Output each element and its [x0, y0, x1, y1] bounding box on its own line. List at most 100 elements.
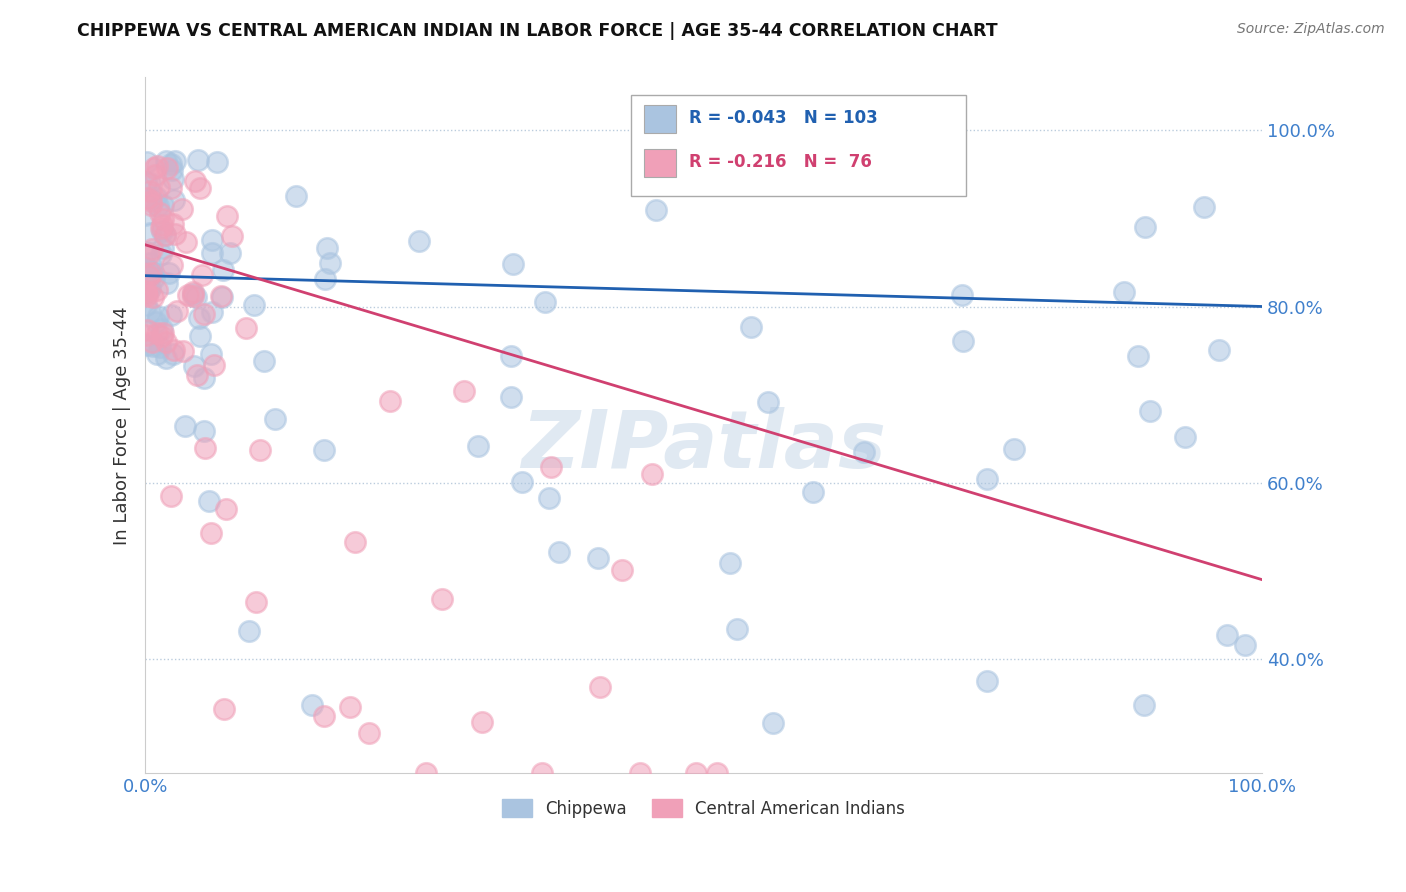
- Point: [172, 344, 194, 359]
- Legend: Chippewa, Central American Indians: Chippewa, Central American Indians: [495, 793, 912, 824]
- Y-axis label: In Labor Force | Age 35-44: In Labor Force | Age 35-44: [114, 306, 131, 545]
- Point: [142, 266, 165, 280]
- Point: [253, 353, 276, 368]
- Point: [235, 321, 257, 335]
- Point: [138, 184, 160, 198]
- Point: [205, 154, 228, 169]
- Point: [194, 441, 217, 455]
- Point: [190, 268, 212, 282]
- Point: [160, 181, 183, 195]
- Point: [950, 287, 973, 301]
- Text: CHIPPEWA VS CENTRAL AMERICAN INDIAN IN LABOR FORCE | AGE 35-44 CORRELATION CHART: CHIPPEWA VS CENTRAL AMERICAN INDIAN IN L…: [77, 22, 998, 40]
- Point: [181, 285, 204, 299]
- Point: [138, 283, 160, 297]
- Point: [408, 234, 430, 248]
- Text: Source: ZipAtlas.com: Source: ZipAtlas.com: [1237, 22, 1385, 37]
- Point: [215, 501, 238, 516]
- Point: [718, 556, 741, 570]
- Text: R = -0.043   N = 103: R = -0.043 N = 103: [689, 109, 877, 127]
- Point: [314, 709, 336, 723]
- Point: [415, 766, 437, 780]
- Point: [152, 198, 174, 212]
- Point: [141, 194, 163, 208]
- Point: [534, 294, 557, 309]
- Point: [138, 305, 160, 319]
- Point: [263, 411, 285, 425]
- Point: [1215, 627, 1237, 641]
- Point: [155, 334, 177, 349]
- Point: [165, 227, 187, 242]
- Point: [628, 766, 651, 780]
- Text: ZIPatlas: ZIPatlas: [522, 408, 886, 485]
- Point: [339, 699, 361, 714]
- Point: [166, 304, 188, 318]
- Point: [245, 595, 267, 609]
- Point: [801, 484, 824, 499]
- Point: [184, 289, 207, 303]
- Point: [172, 202, 194, 217]
- Point: [136, 155, 159, 169]
- Point: [200, 525, 222, 540]
- Point: [139, 226, 162, 240]
- Point: [152, 326, 174, 341]
- Point: [706, 766, 728, 780]
- Point: [952, 334, 974, 349]
- Point: [160, 163, 183, 178]
- Point: [155, 228, 177, 243]
- Point: [183, 359, 205, 374]
- Point: [641, 467, 664, 481]
- Point: [150, 322, 173, 336]
- Point: [548, 545, 571, 559]
- Point: [756, 395, 779, 409]
- Point: [357, 725, 380, 739]
- Point: [188, 181, 211, 195]
- FancyBboxPatch shape: [631, 95, 966, 195]
- Point: [155, 153, 177, 168]
- Point: [212, 702, 235, 716]
- Point: [160, 258, 183, 272]
- Point: [163, 343, 186, 358]
- Point: [135, 265, 157, 279]
- Point: [138, 247, 160, 261]
- Point: [238, 624, 260, 639]
- Point: [215, 209, 238, 223]
- Point: [211, 263, 233, 277]
- Point: [1132, 698, 1154, 713]
- Point: [318, 256, 340, 270]
- Point: [976, 674, 998, 689]
- Point: [152, 240, 174, 254]
- Point: [146, 199, 169, 213]
- Point: [136, 262, 159, 277]
- Point: [139, 255, 162, 269]
- Point: [162, 218, 184, 232]
- Point: [173, 418, 195, 433]
- Point: [301, 698, 323, 712]
- Point: [344, 534, 367, 549]
- Point: [160, 308, 183, 322]
- Point: [146, 309, 169, 323]
- Point: [135, 298, 157, 312]
- Point: [150, 224, 173, 238]
- Point: [761, 715, 783, 730]
- Point: [184, 174, 207, 188]
- Point: [467, 440, 489, 454]
- Point: [156, 276, 179, 290]
- Point: [162, 172, 184, 186]
- Point: [586, 550, 609, 565]
- Point: [589, 680, 612, 694]
- Point: [1234, 638, 1257, 652]
- Point: [537, 491, 560, 505]
- Point: [193, 424, 215, 438]
- Point: [200, 246, 222, 260]
- Point: [135, 338, 157, 352]
- Point: [146, 326, 169, 340]
- Point: [312, 443, 335, 458]
- Point: [725, 622, 748, 636]
- Point: [149, 205, 172, 219]
- Point: [209, 288, 232, 302]
- Point: [976, 472, 998, 486]
- Point: [160, 157, 183, 171]
- Point: [135, 284, 157, 298]
- Point: [142, 339, 165, 353]
- Point: [249, 442, 271, 457]
